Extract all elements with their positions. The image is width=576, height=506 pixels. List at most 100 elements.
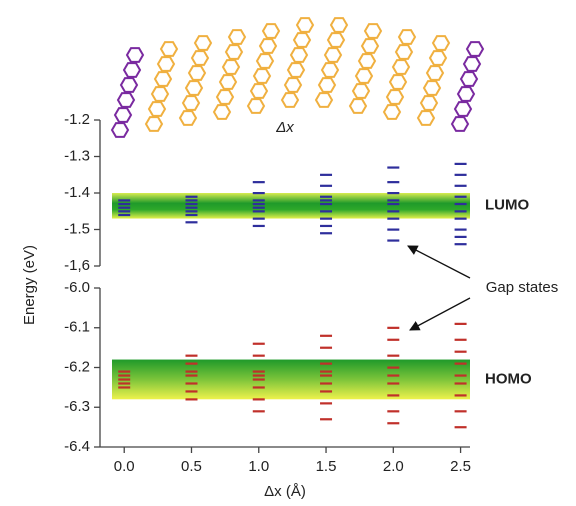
hexagon (226, 45, 242, 59)
level-dash (455, 243, 467, 245)
level-dash (455, 210, 467, 212)
hexagon (322, 63, 338, 77)
level-dash (455, 426, 467, 428)
hexagon (152, 87, 168, 101)
level-dash (320, 232, 332, 234)
hexagon (229, 30, 245, 44)
level-dash (185, 207, 197, 209)
hexagon (350, 99, 366, 113)
level-dash (253, 181, 265, 183)
level-dash (455, 323, 467, 325)
level-dash (185, 374, 197, 376)
level-dash (185, 370, 197, 372)
hexagon (328, 33, 344, 47)
level-dash (320, 196, 332, 198)
level-dash (320, 363, 332, 365)
level-dash (185, 221, 197, 223)
hexagon (356, 69, 372, 83)
page: Δx Energy (eV) Δx (Å) Gap states LUMO-1.… (0, 0, 576, 506)
level-dash (320, 185, 332, 187)
hexagon (214, 105, 230, 119)
hexagon (316, 93, 332, 107)
level-dash (455, 229, 467, 231)
level-dash (253, 218, 265, 220)
hexagon (288, 63, 304, 77)
level-dash (253, 203, 265, 205)
hexagon (365, 24, 381, 38)
level-dash (118, 214, 130, 216)
level-dash (253, 386, 265, 388)
level-dash (118, 374, 130, 376)
level-dash (253, 207, 265, 209)
hexagon (421, 96, 437, 110)
y-tick-label: -1.4 (64, 184, 90, 201)
level-dash (387, 327, 399, 329)
hexagon (390, 75, 406, 89)
level-dash (320, 210, 332, 212)
level-dash (253, 374, 265, 376)
hexagon (146, 117, 162, 131)
level-dash (320, 418, 332, 420)
level-dash (387, 229, 399, 231)
hexagon (285, 78, 301, 92)
hexagon (433, 36, 449, 50)
hexagon (452, 117, 468, 131)
level-dash (320, 370, 332, 372)
x-tick-label: 2.5 (450, 458, 471, 475)
hexagon (155, 72, 171, 86)
hexagon (158, 57, 174, 71)
hexagon (183, 96, 199, 110)
level-dash (387, 166, 399, 168)
x-tick-label: 2.0 (383, 458, 404, 475)
level-dash (455, 410, 467, 412)
band-label: LUMO (485, 197, 529, 214)
annotation: Gap states (486, 279, 559, 296)
level-dash (387, 218, 399, 220)
hexagon (384, 105, 400, 119)
y-tick-label: -1.5 (64, 220, 90, 237)
level-dash (320, 218, 332, 220)
chart: Δx Energy (eV) Δx (Å) Gap states LUMO-1.… (0, 0, 576, 506)
y-tick-label: -1.2 (64, 111, 90, 128)
level-dash (320, 402, 332, 404)
level-dash (455, 339, 467, 341)
hexagon (251, 84, 267, 98)
level-dash (253, 410, 265, 412)
y-tick-label: -6.1 (64, 319, 90, 336)
x-tick-label: 0.0 (114, 458, 135, 475)
level-dash (387, 203, 399, 205)
hexagon (260, 39, 276, 53)
level-dash (118, 210, 130, 212)
level-dash (320, 390, 332, 392)
hexagon (189, 66, 205, 80)
hexagon (325, 48, 341, 62)
y-tick-label: -6.3 (64, 398, 90, 415)
level-dash (118, 370, 130, 372)
hexagon (464, 57, 480, 71)
hexagon (149, 102, 165, 116)
hexagon (294, 33, 310, 47)
hexagon (393, 60, 409, 74)
hexagon (282, 93, 298, 107)
level-dash (253, 355, 265, 357)
hexagon (220, 75, 236, 89)
level-dash (185, 199, 197, 201)
x-tick-label: 0.5 (181, 458, 202, 475)
hexagon (424, 81, 440, 95)
band (112, 193, 470, 219)
level-dash (455, 163, 467, 165)
level-dash (387, 394, 399, 396)
hexagon (186, 81, 202, 95)
level-dash (185, 355, 197, 357)
level-dash (118, 386, 130, 388)
hexagon (115, 108, 131, 122)
hexagon (396, 45, 412, 59)
band-label: HOMO (485, 370, 532, 387)
level-dash (320, 347, 332, 349)
level-dash (253, 192, 265, 194)
y-axis-label: Energy (eV) (21, 245, 38, 325)
level-dash (320, 335, 332, 337)
level-dash (387, 422, 399, 424)
hexagon (291, 48, 307, 62)
level-dash (387, 210, 399, 212)
